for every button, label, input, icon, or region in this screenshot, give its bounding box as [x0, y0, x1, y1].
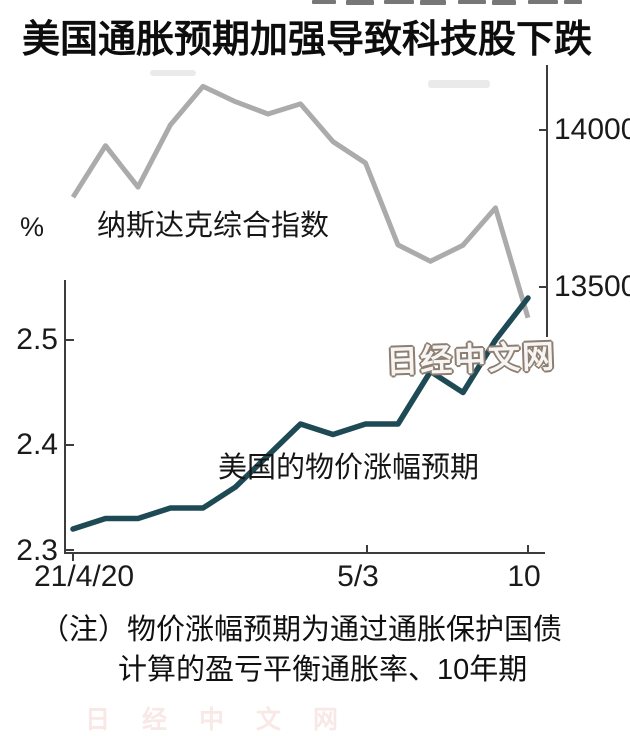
right-axis-label-14000: 14000 — [554, 113, 630, 146]
left-axis-label-2-4: 2.4 — [16, 428, 58, 461]
x-axis-label-10: 10 — [507, 560, 541, 593]
footnote-line2: 计算的盈亏平衡通胀率、10年期 — [118, 654, 528, 686]
nasdaq-series-label: 纳斯达克综合指数 — [97, 210, 330, 242]
breakeven-series-label: 美国的物价涨幅预期 — [218, 452, 480, 484]
x-axis-label-start: 21/4/20 — [34, 560, 135, 593]
nikkei-footer-watermark: 日经中文网 — [85, 706, 371, 734]
chart-title: 美国通胀预期加强导致科技股下跌 — [22, 19, 593, 61]
nikkei-watermark: 日经中文网 — [385, 338, 557, 380]
left-axis-label-2-5: 2.5 — [16, 323, 58, 356]
right-axis-label-13500: 13500 — [554, 270, 630, 303]
nasdaq-line — [70, 83, 531, 319]
footnote-line1: （注）物价涨幅预期为通过通胀保护国债 — [40, 614, 563, 646]
breakeven-line — [70, 295, 531, 532]
x-axis-label-5-3: 5/3 — [337, 560, 379, 593]
faint-smudge — [428, 80, 490, 88]
left-axis-label-2-3: 2.3 — [16, 534, 58, 567]
left-axis-unit-label: % — [20, 212, 45, 242]
axes — [64, 65, 548, 561]
faint-smudge — [150, 70, 196, 76]
